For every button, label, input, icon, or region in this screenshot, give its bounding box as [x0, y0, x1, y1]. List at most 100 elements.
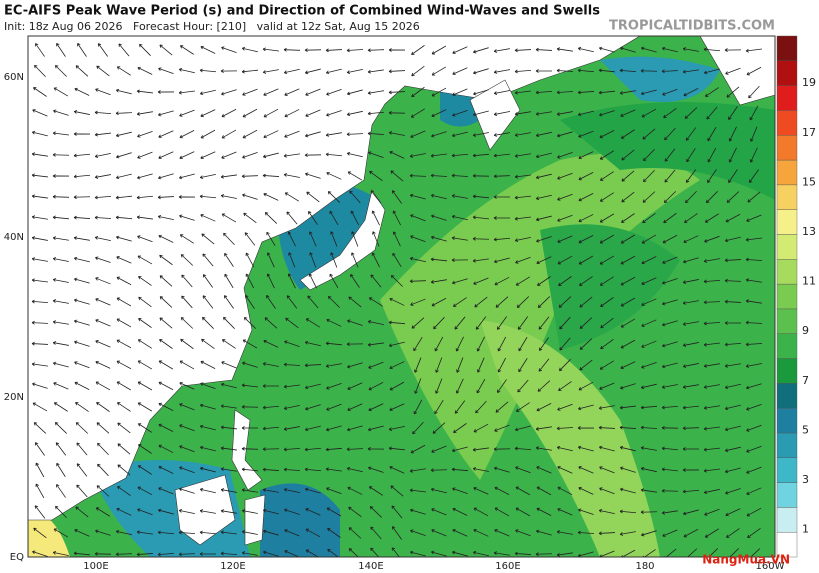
arrow — [264, 212, 278, 224]
arrow — [284, 130, 300, 138]
arrow — [370, 547, 380, 557]
arrow — [137, 339, 152, 349]
arrow — [640, 405, 658, 410]
arrow — [116, 276, 132, 286]
arrow — [220, 404, 237, 409]
arrow — [94, 551, 112, 556]
arrow — [158, 381, 174, 391]
arrow — [514, 216, 531, 221]
colorbar-cell — [776, 110, 798, 136]
arrow — [201, 233, 215, 245]
arrow — [472, 550, 489, 557]
arrow — [724, 321, 742, 325]
arrow — [389, 361, 405, 370]
arrow — [724, 446, 741, 453]
arrow — [283, 68, 300, 75]
arrow — [95, 381, 111, 391]
arrow — [493, 174, 511, 179]
arrow — [452, 67, 468, 75]
arrow — [31, 257, 48, 262]
arrow — [53, 402, 68, 412]
colorbar-label: 11 — [802, 275, 816, 288]
arrow — [262, 508, 279, 515]
arrow — [726, 86, 740, 98]
arrow — [304, 340, 321, 347]
source: TROPICALTIDBITS.COM — [609, 19, 775, 34]
lon-label: 140E — [358, 561, 383, 572]
arrow — [434, 336, 444, 352]
arrow — [220, 174, 237, 179]
arrow — [52, 194, 70, 199]
arrow — [137, 402, 153, 412]
arrow — [452, 109, 468, 117]
arrow — [283, 384, 300, 389]
arrow — [242, 339, 258, 349]
arrow — [724, 258, 742, 263]
arrow — [661, 362, 678, 369]
arrow — [620, 276, 636, 286]
arrow — [748, 85, 760, 99]
arrow — [579, 359, 593, 371]
title: EC-AIFS Peak Wave Period (s) and Directi… — [4, 4, 600, 19]
arrow — [599, 360, 615, 370]
arrow — [661, 46, 678, 53]
arrow — [514, 48, 532, 53]
arrow — [493, 237, 511, 242]
arrow — [94, 153, 111, 158]
colorbar-label: 7 — [802, 374, 809, 387]
arrow — [682, 509, 699, 516]
map-frame — [27, 35, 776, 558]
arrow — [157, 530, 175, 535]
map — [28, 36, 775, 557]
arrow — [454, 316, 466, 330]
arrow — [516, 296, 530, 308]
arrow — [74, 381, 90, 390]
arrow — [515, 507, 531, 517]
arrow — [453, 423, 467, 434]
arrow — [431, 297, 447, 307]
arrow — [577, 90, 595, 95]
arrow — [682, 468, 700, 472]
arrow — [367, 111, 385, 116]
arrow — [286, 295, 298, 309]
arrow — [578, 486, 594, 495]
arrow — [304, 48, 322, 53]
arrow — [263, 108, 279, 118]
arrow — [535, 173, 552, 180]
arrow — [389, 150, 405, 159]
arrow — [619, 68, 637, 73]
arrow — [557, 152, 573, 159]
arrow — [452, 46, 468, 54]
arrow — [53, 87, 69, 97]
arrow — [707, 169, 717, 183]
arrow — [475, 316, 487, 330]
arrow — [52, 551, 69, 557]
arrow — [725, 488, 741, 495]
arrow — [704, 528, 719, 538]
arrow — [368, 466, 384, 473]
arrow — [409, 153, 426, 158]
arrow — [536, 236, 552, 243]
arrow — [283, 426, 300, 431]
arrow — [514, 69, 532, 74]
lat-label: EQ — [10, 552, 24, 563]
arrow — [116, 318, 132, 328]
arrow — [661, 510, 678, 515]
arrow — [388, 320, 406, 325]
arrow — [661, 405, 679, 410]
arrow — [493, 551, 510, 556]
arrow — [536, 507, 552, 516]
arrow — [136, 530, 153, 535]
arrow — [430, 153, 447, 158]
arrow — [262, 405, 280, 410]
arrow — [35, 462, 45, 478]
arrow — [284, 192, 300, 202]
arrow — [640, 488, 657, 493]
arrow — [284, 340, 300, 348]
colorbar-label: 19 — [802, 76, 816, 89]
arrow — [221, 46, 237, 54]
arrow — [325, 341, 342, 346]
arrow — [158, 402, 174, 411]
arrow — [53, 109, 69, 116]
